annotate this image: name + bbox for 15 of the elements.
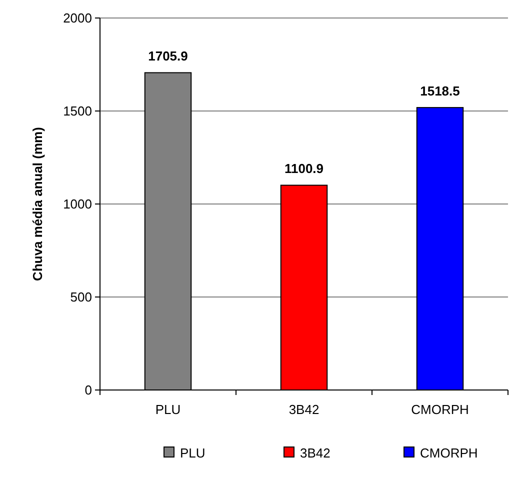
data-label: 1518.5 — [420, 84, 460, 99]
y-tick-label: 1500 — [63, 104, 92, 119]
legend-label: PLU — [180, 446, 206, 461]
y-tick-label: 1000 — [63, 196, 92, 212]
data-label: 1705.9 — [148, 48, 188, 64]
y-axis-title: Chuva média anual (mm) — [30, 127, 45, 281]
x-tick-label: PLU — [155, 402, 181, 417]
legend-label: CMORPH — [420, 446, 478, 461]
data-label: 1100.9 — [284, 161, 324, 176]
y-tick-label: 500 — [70, 290, 92, 305]
y-tick-label: 0 — [84, 382, 92, 398]
y-tick-label: 2000 — [63, 10, 92, 26]
x-tick-label: CMORPH — [411, 402, 469, 417]
x-tick-label: 3B42 — [288, 402, 320, 417]
legend-label: 3B42 — [300, 446, 330, 461]
